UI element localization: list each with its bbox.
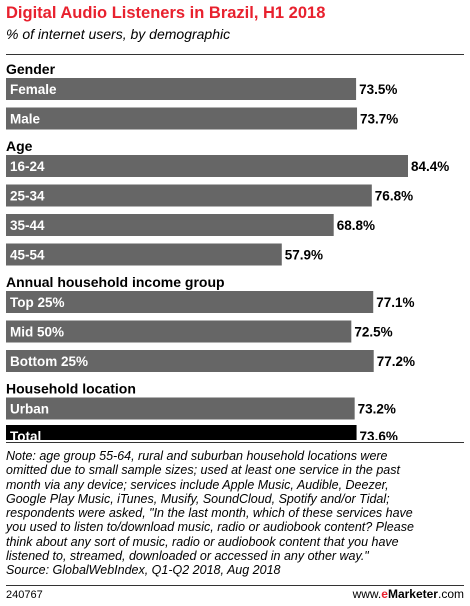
bar-total bbox=[6, 425, 357, 440]
bar-label-mid-50: Mid 50% bbox=[10, 324, 64, 339]
chart-title: Digital Audio Listeners in Brazil, H1 20… bbox=[6, 4, 326, 22]
bar-label-male: Male bbox=[10, 111, 41, 126]
bar-35-44 bbox=[6, 214, 334, 236]
bar-label-total: Total bbox=[10, 429, 41, 440]
bar-chart: Gender Female 73.5% Male 73.7% Age 16-24 84.4% 2… bbox=[6, 61, 449, 440]
value-label-bottom-25: 77.2% bbox=[377, 354, 415, 369]
bar-label-45-54: 45-54 bbox=[10, 247, 45, 262]
chart-note: Note: age group 55-64, rural and suburba… bbox=[6, 449, 464, 578]
bar-female bbox=[6, 78, 357, 100]
brand-suffix: .com bbox=[437, 587, 464, 601]
value-label-top-25: 77.1% bbox=[376, 295, 414, 310]
brand-prefix: www. bbox=[352, 587, 382, 601]
note-line: think about any sort of music, radio or … bbox=[6, 534, 399, 549]
bar-label-16-24: 16-24 bbox=[10, 159, 45, 174]
value-label-45-54: 57.9% bbox=[285, 247, 323, 262]
header-divider bbox=[6, 54, 464, 55]
bar-mid-50 bbox=[6, 320, 352, 343]
bar-45-54 bbox=[6, 243, 282, 266]
bar-25-34 bbox=[6, 184, 372, 207]
note-line: you used to listen to/download music, ra… bbox=[6, 520, 414, 535]
value-label-25-34: 76.8% bbox=[375, 188, 413, 203]
chart-subtitle: % of internet users, by demographic bbox=[6, 26, 231, 42]
brand-logo[interactable]: www.eMarketer.com bbox=[353, 587, 464, 601]
bar-label-urban: Urban bbox=[10, 401, 49, 416]
note-line: listened to, streamed, downloaded or acc… bbox=[6, 549, 369, 564]
bar-label-25-34: 25-34 bbox=[10, 188, 45, 203]
note-line: Google Play Music, iTunes, Musify, Sound… bbox=[6, 491, 390, 506]
group-heading-gender: Gender bbox=[6, 61, 56, 77]
bar-top-25 bbox=[6, 291, 374, 313]
bar-label-bottom-25: Bottom 25% bbox=[10, 354, 88, 369]
value-label-35-44: 68.8% bbox=[337, 218, 375, 233]
brand-e: e bbox=[381, 587, 388, 601]
group-heading-annual-household-income-group: Annual household income group bbox=[6, 274, 225, 290]
chart-id: 240767 bbox=[6, 589, 43, 601]
bar-16-24 bbox=[6, 155, 408, 177]
bar-bottom-25 bbox=[6, 350, 374, 372]
value-label-female: 73.5% bbox=[359, 82, 397, 97]
value-label-urban: 73.2% bbox=[358, 401, 396, 416]
bar-label-top-25: Top 25% bbox=[10, 295, 65, 310]
bar-label-35-44: 35-44 bbox=[10, 218, 45, 233]
chart-divider bbox=[6, 442, 464, 443]
brand-name: Marketer bbox=[387, 587, 438, 601]
note-line: respondents were asked, "In the last mon… bbox=[6, 506, 413, 521]
footer-divider bbox=[6, 585, 464, 586]
group-heading-household-location: Household location bbox=[6, 381, 136, 397]
bar-male bbox=[6, 107, 358, 130]
group-heading-age: Age bbox=[6, 138, 33, 154]
note-line: month via any device; services include A… bbox=[6, 477, 389, 492]
note-line: Note: age group 55-64, rural and suburba… bbox=[6, 449, 388, 463]
note-line: omitted due to small sample sizes; used … bbox=[6, 463, 400, 478]
value-label-mid-50: 72.5% bbox=[354, 324, 392, 339]
value-label-total: 73.6% bbox=[360, 429, 398, 440]
source-line: Source: GlobalWebIndex, Q1-Q2 2018, Aug … bbox=[6, 563, 281, 578]
value-label-male: 73.7% bbox=[360, 111, 398, 126]
bar-label-female: Female bbox=[10, 82, 57, 97]
bar-urban bbox=[6, 397, 355, 420]
value-label-16-24: 84.4% bbox=[411, 159, 449, 174]
